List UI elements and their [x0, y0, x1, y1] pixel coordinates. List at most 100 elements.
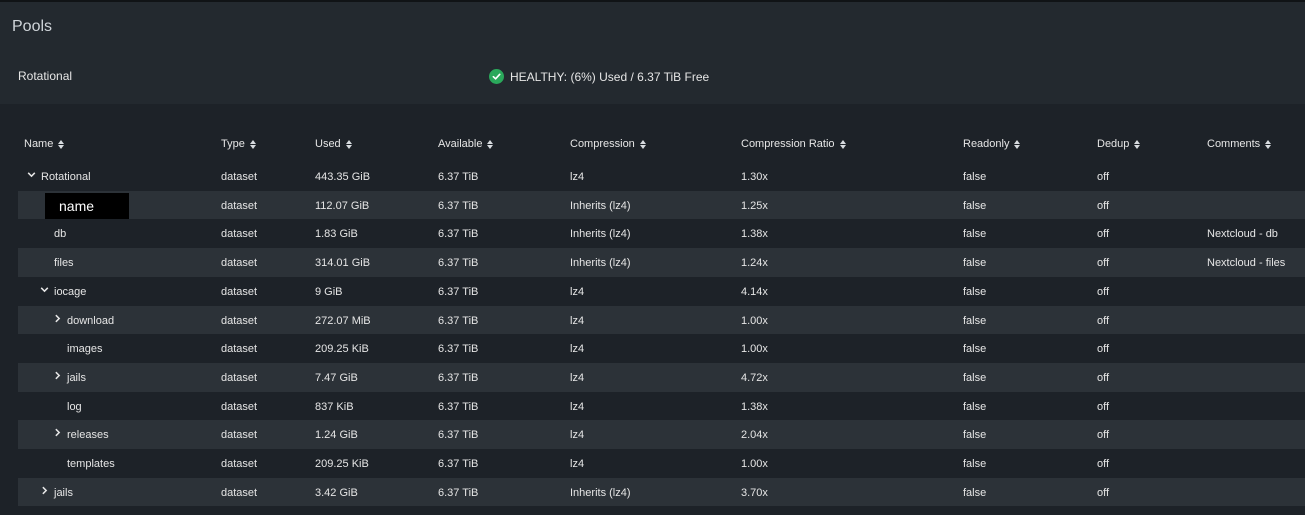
- cell-ratio: 1.00x: [741, 314, 768, 327]
- chevron-right-icon[interactable]: [52, 313, 64, 325]
- cell-used: 209.25 KiB: [315, 343, 369, 356]
- table-row[interactable]: iocage dataset 9 GiB 6.37 TiB lz4 4.14x false o…: [18, 277, 1305, 306]
- cell-type: dataset: [221, 285, 258, 298]
- table-row[interactable]: name dataset 112.07 GiB 6.37 TiB Inherits (l…: [18, 190, 1305, 220]
- cell-readonly: false: [963, 458, 987, 470]
- cell-used: 837 KiB: [315, 400, 354, 413]
- dataset-name: download: [67, 314, 115, 327]
- column-header-compression-ratio[interactable]: Compression Ratio: [741, 138, 846, 150]
- cell-compression: lz4: [570, 400, 585, 413]
- table-row[interactable]: files dataset 314.01 GiB 6.37 TiB Inherits (…: [18, 248, 1305, 277]
- sort-icon: [249, 139, 256, 149]
- dataset-name: files: [54, 257, 74, 270]
- cell-compression: lz4: [570, 171, 585, 183]
- cell-readonly: false: [963, 486, 987, 499]
- table-row[interactable]: jails dataset 7.47 GiB 6.37 TiB lz4 4.72x fals…: [18, 362, 1305, 392]
- chevron-right-icon[interactable]: [52, 370, 64, 382]
- cell-used: 209.25 KiB: [315, 458, 369, 470]
- dataset-name: Rotational: [41, 171, 91, 183]
- table-row[interactable]: releases dataset 1.24 GiB 6.37 TiB lz4 2.04x f…: [18, 420, 1305, 449]
- pool-name: Rotational: [18, 69, 73, 83]
- chevron-right-icon[interactable]: [52, 427, 64, 439]
- chevron-right-icon[interactable]: [39, 485, 51, 497]
- cell-compression: lz4: [570, 371, 585, 384]
- cell-used: 272.07 MiB: [315, 314, 371, 327]
- cell-readonly: false: [963, 199, 987, 212]
- column-header-dedup[interactable]: Dedup: [1097, 138, 1141, 150]
- cell-available: 6.37 TiB: [438, 257, 479, 270]
- dataset-name: iocage: [54, 285, 87, 298]
- column-header-available[interactable]: Available: [438, 138, 494, 150]
- dataset-name: db: [54, 228, 67, 241]
- cell-compression: lz4: [570, 458, 585, 470]
- cell-type: dataset: [221, 257, 258, 270]
- cell-ratio: 4.14x: [741, 285, 768, 298]
- sort-icon: [1014, 139, 1021, 149]
- cell-ratio: 1.38x: [741, 228, 768, 241]
- cell-available: 6.37 TiB: [438, 458, 479, 470]
- table-row[interactable]: templates dataset 209.25 KiB 6.37 TiB lz4 1.0…: [18, 449, 1305, 478]
- column-header-compression[interactable]: Compression: [570, 138, 646, 150]
- cell-available: 6.37 TiB: [438, 343, 479, 356]
- cell-dedup: off: [1097, 371, 1110, 384]
- cell-used: 1.83 GiB: [315, 228, 358, 241]
- cell-available: 6.37 TiB: [438, 429, 479, 442]
- pool-status-text: HEALTHY: (6%) Used / 6.37 TiB Free: [510, 69, 710, 84]
- cell-used: 443.35 GiB: [315, 171, 371, 183]
- dataset-name: name: [45, 192, 129, 219]
- cell-available: 6.37 TiB: [438, 199, 479, 212]
- table-row[interactable]: download dataset 272.07 MiB 6.37 TiB lz4 1.00…: [18, 305, 1305, 335]
- chevron-down-icon[interactable]: [39, 284, 51, 296]
- cell-type: dataset: [221, 458, 258, 470]
- cell-used: 3.42 GiB: [315, 486, 358, 499]
- cell-dedup: off: [1097, 458, 1110, 470]
- cell-compression: lz4: [570, 429, 585, 442]
- cell-available: 6.37 TiB: [438, 486, 479, 499]
- column-header-name[interactable]: Name: [24, 138, 65, 150]
- cell-compression: Inherits (lz4): [570, 257, 631, 270]
- cell-type: dataset: [221, 314, 258, 327]
- cell-readonly: false: [963, 429, 987, 442]
- cell-ratio: 3.70x: [741, 486, 768, 499]
- column-header-type[interactable]: Type: [221, 138, 256, 150]
- cell-available: 6.37 TiB: [438, 171, 479, 183]
- datasets-table: Name Type Used Available Compression Com…: [0, 104, 1305, 515]
- dataset-name: templates: [67, 458, 115, 470]
- cell-readonly: false: [963, 285, 987, 298]
- dataset-name: log: [67, 400, 82, 413]
- cell-readonly: false: [963, 371, 987, 384]
- cell-type: dataset: [221, 400, 258, 413]
- column-header-readonly[interactable]: Readonly: [963, 138, 1021, 150]
- cell-type: dataset: [221, 486, 258, 499]
- cell-dedup: off: [1097, 486, 1110, 499]
- cell-type: dataset: [221, 429, 258, 442]
- cell-comments: Nextcloud - db: [1207, 228, 1278, 241]
- cell-dedup: off: [1097, 257, 1110, 270]
- chevron-down-icon[interactable]: [26, 169, 38, 181]
- table-row[interactable]: db dataset 1.83 GiB 6.37 TiB Inherits (lz4) 1…: [18, 219, 1305, 248]
- cell-comments: Nextcloud - files: [1207, 257, 1286, 270]
- cell-compression: Inherits (lz4): [570, 228, 631, 241]
- cell-used: 112.07 GiB: [315, 199, 370, 212]
- table-row[interactable]: log dataset 837 KiB 6.37 TiB lz4 1.38x false of…: [18, 392, 1305, 421]
- cell-compression: lz4: [570, 285, 585, 298]
- cell-used: 7.47 GiB: [315, 371, 358, 384]
- cell-used: 9 GiB: [315, 285, 343, 298]
- sort-icon: [839, 139, 846, 149]
- cell-ratio: 2.04x: [741, 429, 768, 442]
- cell-compression: Inherits (lz4): [570, 199, 631, 212]
- cell-readonly: false: [963, 343, 987, 356]
- cell-available: 6.37 TiB: [438, 314, 479, 327]
- cell-type: dataset: [221, 228, 258, 241]
- column-header-used[interactable]: Used: [315, 138, 352, 150]
- table-row[interactable]: images dataset 209.25 KiB 6.37 TiB lz4 1.00x f…: [18, 334, 1305, 363]
- sort-icon: [1134, 139, 1141, 149]
- cell-available: 6.37 TiB: [438, 400, 479, 413]
- cell-type: dataset: [221, 199, 258, 212]
- column-header-comments[interactable]: Comments: [1207, 138, 1272, 150]
- table-row[interactable]: Rotational dataset 443.35 GiB 6.37 TiB lz4 1.…: [18, 162, 1305, 191]
- cell-dedup: off: [1097, 314, 1110, 327]
- cell-dedup: off: [1097, 285, 1110, 298]
- cell-readonly: false: [963, 314, 987, 327]
- table-row[interactable]: jails dataset 3.42 GiB 6.37 TiB Inherits (lz…: [18, 477, 1305, 507]
